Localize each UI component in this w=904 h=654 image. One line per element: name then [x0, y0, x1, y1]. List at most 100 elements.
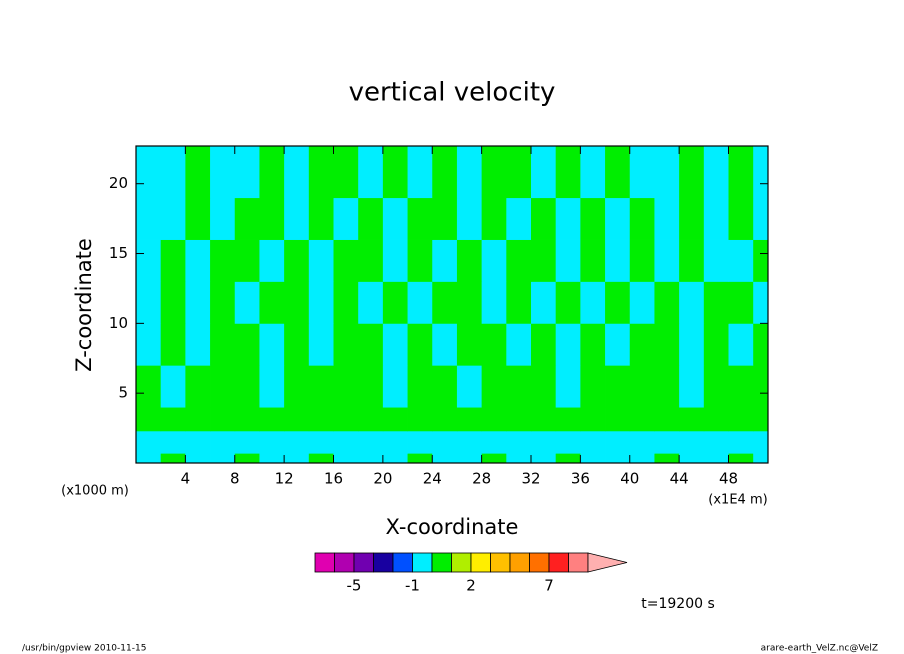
field-cell — [703, 323, 729, 366]
field-cell — [259, 281, 285, 324]
field-cell — [679, 281, 705, 324]
field-cell — [531, 281, 557, 324]
field-cell — [333, 197, 359, 240]
x-tick-label: 28 — [472, 470, 491, 488]
field-cell — [210, 365, 236, 408]
field-cell — [679, 146, 705, 199]
field-cell — [555, 365, 581, 408]
field-cell — [506, 365, 532, 408]
field-cell — [679, 430, 705, 454]
field-cell — [185, 146, 211, 199]
field-cell — [333, 407, 359, 432]
field-cell — [284, 281, 310, 324]
field-cell — [333, 323, 359, 366]
field-cell — [358, 453, 384, 463]
field-cell — [259, 365, 285, 408]
field-cell — [185, 430, 211, 454]
field-cell — [531, 197, 557, 240]
field-cell — [382, 281, 408, 324]
field-cell — [358, 323, 384, 366]
field-cell — [160, 430, 186, 454]
field-cell — [654, 323, 680, 366]
field-cell — [605, 146, 631, 199]
field-cell — [531, 365, 557, 408]
field-cell — [210, 323, 236, 366]
field-cell — [506, 239, 532, 282]
field-cell — [703, 365, 729, 408]
field-cell — [555, 407, 581, 432]
field-cell — [605, 407, 631, 432]
field-cell — [456, 407, 483, 432]
field-cell — [136, 407, 162, 432]
x-tick-label: 48 — [719, 470, 738, 488]
field-cell — [382, 197, 408, 240]
field-cell — [703, 407, 729, 432]
field-cell — [136, 146, 162, 199]
colorbar-tick-label: -5 — [347, 577, 362, 595]
field-cell — [629, 197, 655, 240]
field-cell — [407, 430, 433, 454]
field-cell — [259, 239, 285, 282]
chart-title: vertical velocity — [349, 78, 556, 108]
field-cell — [703, 430, 729, 454]
field-cell — [136, 453, 162, 463]
footer-right: arare-earth_VelZ.nc@VelZ — [761, 644, 878, 654]
field-cell — [358, 365, 384, 408]
field-cell — [580, 407, 606, 432]
colorbar-segment — [412, 552, 433, 573]
field-cell — [531, 430, 557, 454]
field-cell — [284, 146, 310, 199]
field-cell — [407, 407, 433, 432]
field-cell — [728, 281, 754, 324]
colorbar-tick-label: 7 — [544, 577, 554, 595]
field-cell — [703, 146, 729, 199]
field-cell — [382, 146, 408, 199]
field-cell — [728, 407, 754, 432]
field-cell — [481, 281, 507, 324]
field-cell — [432, 430, 458, 454]
field-cell — [185, 407, 211, 432]
colorbar-segment — [314, 552, 335, 573]
field-cell — [555, 146, 581, 199]
field-cell — [580, 453, 606, 463]
x-tick-label: 44 — [670, 470, 689, 488]
field-cell — [531, 453, 557, 463]
field-cell — [481, 407, 507, 432]
field-cell — [654, 430, 680, 454]
colorbar: -5 -1 2 7 — [314, 552, 628, 595]
field-cell — [185, 323, 211, 366]
field-cell — [234, 407, 260, 432]
field-cell — [136, 323, 162, 366]
field-cell — [703, 197, 729, 240]
field-cell — [432, 281, 458, 324]
field-cell — [259, 430, 285, 454]
colorbar-segment — [373, 552, 394, 573]
field-cell — [234, 453, 260, 463]
field-cell — [506, 323, 532, 366]
field-cell — [728, 197, 754, 240]
footer-left: /usr/bin/gpview 2010-11-15 — [22, 644, 146, 654]
field-cell — [382, 407, 408, 432]
field-cell — [284, 323, 310, 366]
field-cell — [333, 239, 359, 282]
field-cell — [234, 281, 260, 324]
x-tick-label: 36 — [571, 470, 590, 488]
field-cell — [358, 146, 384, 199]
field-cell — [456, 239, 483, 282]
field-cell — [580, 239, 606, 282]
field-cell — [358, 197, 384, 240]
field-cell — [605, 365, 631, 408]
field-cell — [185, 453, 211, 463]
field-cell — [456, 430, 483, 454]
field-cell — [629, 453, 655, 463]
field-cell — [308, 281, 334, 324]
field-cell — [160, 146, 186, 199]
field-cell — [629, 430, 655, 454]
field-cell — [728, 453, 754, 463]
field-cell — [728, 146, 754, 199]
field-cell — [481, 430, 507, 454]
field-cell — [506, 430, 532, 454]
field-cell — [481, 323, 507, 366]
y-axis-label: Z-coordinate — [72, 238, 96, 372]
field-cell — [210, 430, 236, 454]
